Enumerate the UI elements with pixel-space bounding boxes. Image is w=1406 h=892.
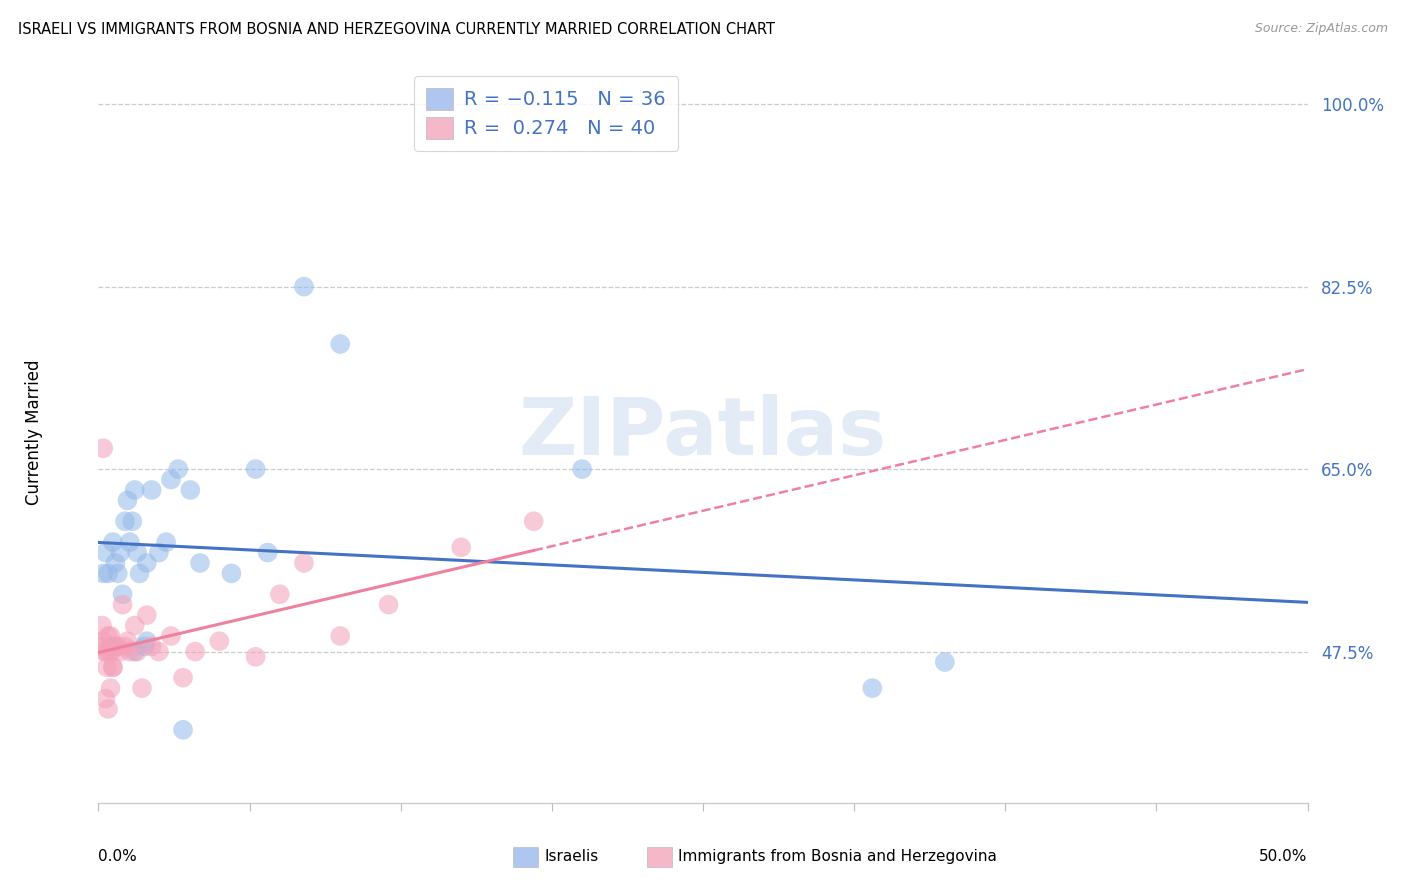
Point [329,629,352,643]
Point [90,640,112,654]
Point [94,691,117,706]
Point [100,681,122,695]
Point [141,640,163,654]
Point [167,462,190,476]
Point [160,629,183,643]
Point [114,640,136,654]
Point [188,556,211,570]
Point [571,462,593,476]
Point [114,514,136,528]
Point [128,566,150,581]
Point [117,634,139,648]
Point [377,598,399,612]
Point [124,644,146,658]
Point [172,723,194,737]
Point [141,483,163,497]
Point [118,644,141,658]
Text: 50.0%: 50.0% [1260,849,1308,863]
Point [97,702,120,716]
Point [179,483,201,497]
Point [934,655,956,669]
Point [127,545,149,559]
Point [184,644,207,658]
Point [148,644,170,658]
Point [121,514,143,528]
Point [135,634,157,648]
Point [450,541,472,555]
Text: Immigrants from Bosnia and Herzegovina: Immigrants from Bosnia and Herzegovina [678,849,997,863]
Point [91,634,114,648]
Point [155,535,177,549]
Point [108,644,131,658]
Text: 0.0%: 0.0% [98,849,138,863]
Point [117,493,139,508]
Point [134,640,156,654]
Point [91,618,114,632]
Point [91,566,114,581]
Point [104,556,127,570]
Point [111,598,134,612]
Point [135,608,157,623]
Point [221,566,243,581]
Y-axis label: Currently Married: Currently Married [25,359,42,506]
Point [111,587,134,601]
Point [100,640,122,654]
Point [101,660,124,674]
Point [118,535,141,549]
Point [100,629,122,643]
Point [107,640,129,654]
Point [523,514,546,528]
Point [860,681,883,695]
Text: ZIPatlas: ZIPatlas [519,393,887,472]
Point [172,671,194,685]
Text: Israelis: Israelis [544,849,599,863]
Point [108,545,131,559]
Text: Source: ZipAtlas.com: Source: ZipAtlas.com [1254,22,1388,36]
Point [135,556,157,570]
Point [96,660,118,674]
Point [101,535,124,549]
Point [256,545,278,559]
Point [104,640,127,654]
Point [269,587,291,601]
Point [127,644,149,658]
Point [124,618,146,632]
Point [93,644,115,658]
Point [208,634,231,648]
Point [94,545,117,559]
Point [329,337,352,351]
Text: ISRAELI VS IMMIGRANTS FROM BOSNIA AND HERZEGOVINA CURRENTLY MARRIED CORRELATION : ISRAELI VS IMMIGRANTS FROM BOSNIA AND HE… [18,22,775,37]
Point [94,644,117,658]
Point [97,629,120,643]
Legend: R = −0.115   N = 36, R =  0.274   N = 40: R = −0.115 N = 36, R = 0.274 N = 40 [413,76,678,151]
Point [124,483,146,497]
Point [101,660,124,674]
Point [107,566,129,581]
Point [91,442,114,456]
Point [131,681,153,695]
Point [160,473,183,487]
Point [97,566,120,581]
Point [148,545,170,559]
Point [292,279,315,293]
Point [292,556,315,570]
Point [245,462,267,476]
Point [100,644,122,658]
Point [245,649,267,664]
Point [98,644,121,658]
